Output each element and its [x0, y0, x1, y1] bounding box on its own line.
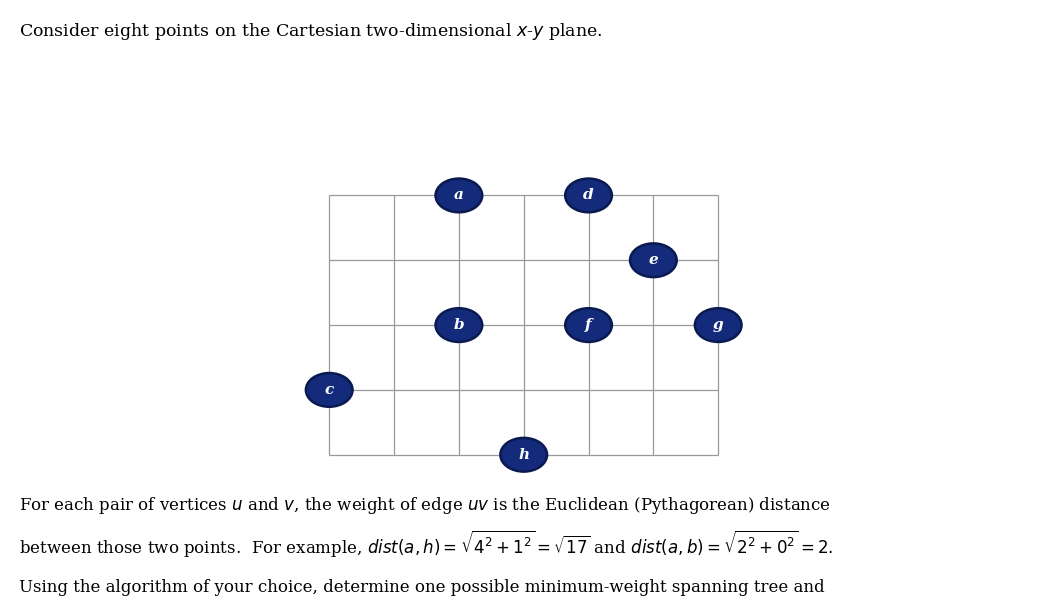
Text: f: f: [585, 318, 591, 332]
Ellipse shape: [565, 179, 612, 213]
Ellipse shape: [436, 179, 482, 213]
Ellipse shape: [500, 438, 547, 471]
Text: b: b: [454, 318, 464, 332]
Text: Consider eight points on the Cartesian two-dimensional $x$-$y$ plane.: Consider eight points on the Cartesian t…: [19, 21, 603, 42]
Text: c: c: [325, 383, 334, 397]
Text: Using the algorithm of your choice, determine one possible minimum-weight spanni: Using the algorithm of your choice, dete…: [19, 579, 824, 596]
Ellipse shape: [565, 308, 612, 342]
Ellipse shape: [436, 308, 482, 342]
Ellipse shape: [630, 243, 677, 277]
Text: h: h: [518, 448, 529, 462]
Text: between those two points.  For example, $\mathit{dist}(a,h) = \sqrt{4^2+1^2} = \: between those two points. For example, $…: [19, 528, 834, 559]
Text: d: d: [583, 188, 594, 202]
Text: a: a: [454, 188, 463, 202]
Ellipse shape: [695, 308, 742, 342]
Text: For each pair of vertices $u$ and $v$, the weight of edge $uv$ is the Euclidean : For each pair of vertices $u$ and $v$, t…: [19, 495, 831, 516]
Text: g: g: [713, 318, 724, 332]
Text: e: e: [649, 253, 658, 267]
Ellipse shape: [306, 373, 352, 407]
